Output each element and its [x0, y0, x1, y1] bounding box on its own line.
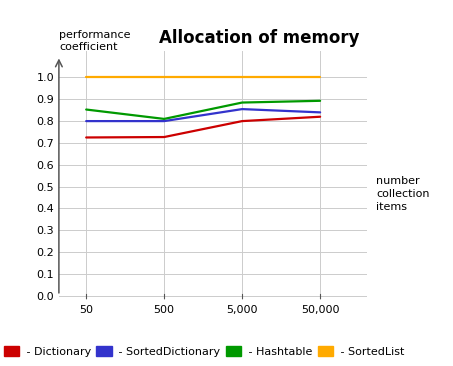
Text: number
collection
items: number collection items [376, 176, 429, 212]
Text: performance
coefficient: performance coefficient [59, 30, 130, 52]
Legend:  - Dictionary,  - SortedDictionary,  - Hashtable,  - SortedList: - Dictionary, - SortedDictionary, - Hash… [4, 346, 404, 357]
Title: Allocation of memory: Allocation of memory [159, 29, 359, 47]
